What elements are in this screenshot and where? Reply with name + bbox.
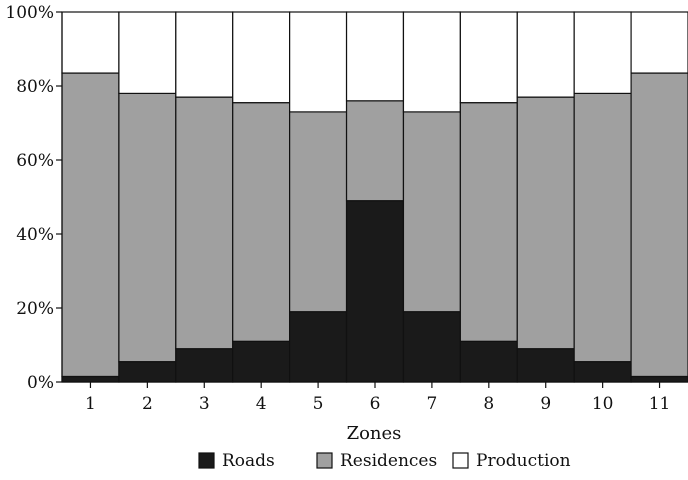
bars-group xyxy=(61,11,688,383)
bar-segment-residences-zone-5 xyxy=(289,111,348,313)
bar-segment-residences-zone-11 xyxy=(630,72,688,378)
x-tick-label: 7 xyxy=(426,394,437,414)
bar-segment-residences-zone-4 xyxy=(232,102,291,342)
y-tick-label: 60% xyxy=(16,151,54,171)
bar-segment-roads-zone-11 xyxy=(630,375,688,383)
legend-label-roads: Roads xyxy=(222,451,275,471)
bar-segment-production-zone-1 xyxy=(61,11,120,74)
bar-segment-roads-zone-1 xyxy=(61,375,120,383)
bar-segment-production-zone-6 xyxy=(345,11,405,102)
x-tick-label: 5 xyxy=(313,394,324,414)
y-tick-label: 40% xyxy=(16,225,54,245)
bar-segment-residences-zone-1 xyxy=(61,72,120,378)
bar-segment-roads-zone-2 xyxy=(118,361,177,383)
bar-segment-roads-zone-5 xyxy=(289,311,348,383)
bar-segment-production-zone-2 xyxy=(118,11,177,95)
y-tick-label: 0% xyxy=(27,373,54,393)
x-tick-label: 11 xyxy=(649,394,671,414)
legend-swatch-residences xyxy=(316,452,333,469)
legend: Roads Residences Production xyxy=(198,451,571,471)
x-tick-label: 3 xyxy=(199,394,210,414)
bar-segment-production-zone-11 xyxy=(630,11,688,74)
x-tick-label: 6 xyxy=(370,394,381,414)
bar-segment-roads-zone-4 xyxy=(232,340,291,383)
bar-segment-roads-zone-8 xyxy=(459,340,518,383)
bar-segment-residences-zone-3 xyxy=(175,96,234,350)
x-axis-label: Zones xyxy=(347,423,402,444)
legend-swatch-roads xyxy=(198,452,215,469)
bar-segment-production-zone-8 xyxy=(459,11,518,104)
bar-segment-roads-zone-9 xyxy=(516,348,575,383)
bar-segment-residences-zone-8 xyxy=(459,102,518,342)
bar-segment-residences-zone-9 xyxy=(516,96,575,350)
x-tick-label: 9 xyxy=(540,394,551,414)
legend-swatch-production xyxy=(452,452,469,469)
bar-segment-production-zone-7 xyxy=(402,11,461,113)
x-tick-label: 1 xyxy=(85,394,96,414)
bar-segment-residences-zone-6 xyxy=(345,100,405,202)
legend-label-production: Production xyxy=(476,451,571,471)
x-tick-label: 10 xyxy=(592,394,614,414)
x-tick-label: 8 xyxy=(483,394,494,414)
bar-segment-roads-zone-6 xyxy=(345,200,405,383)
bar-segment-production-zone-4 xyxy=(232,11,291,104)
bar-segment-production-zone-5 xyxy=(289,11,348,113)
y-tick-label: 20% xyxy=(16,299,54,319)
bar-segment-production-zone-9 xyxy=(516,11,575,98)
bar-segment-residences-zone-2 xyxy=(118,92,177,363)
x-tick-label: 2 xyxy=(142,394,153,414)
bar-segment-production-zone-10 xyxy=(573,11,632,95)
bar-segment-roads-zone-3 xyxy=(175,348,234,383)
y-tick-label: 80% xyxy=(16,77,54,97)
bar-segment-residences-zone-10 xyxy=(573,92,632,363)
bar-segment-production-zone-3 xyxy=(175,11,234,98)
bar-segment-roads-zone-7 xyxy=(402,311,461,383)
bar-segment-roads-zone-10 xyxy=(573,361,632,383)
bar-segment-residences-zone-7 xyxy=(402,111,461,313)
y-tick-label: 100% xyxy=(5,3,54,23)
axes-group: 0% 20% 40% 60% 80% 100% 1 2 3 4 5 6 7 8 9 10 11 xyxy=(5,3,688,414)
legend-label-residences: Residences xyxy=(340,451,437,471)
x-tick-label: 4 xyxy=(256,394,267,414)
